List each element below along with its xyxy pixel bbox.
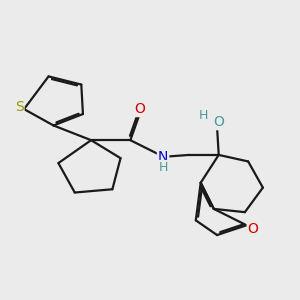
Text: N: N [158,149,168,164]
Text: O: O [213,115,224,129]
Text: H: H [158,161,168,174]
Text: S: S [15,100,23,115]
Text: O: O [135,102,146,116]
Text: O: O [248,221,259,236]
Text: H: H [199,109,208,122]
